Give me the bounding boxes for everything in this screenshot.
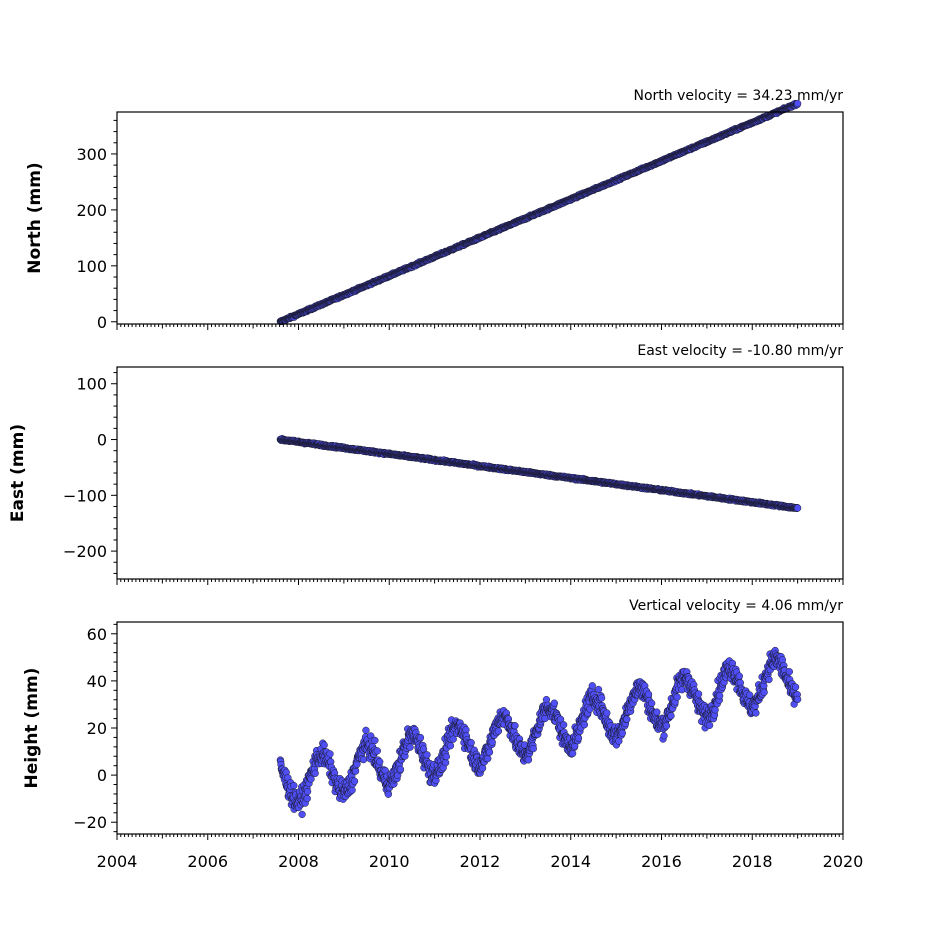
data-point: [793, 695, 802, 704]
y-tick-label: −20: [73, 813, 107, 832]
data-point: [785, 668, 793, 676]
data-point: [298, 810, 306, 819]
data-point: [348, 786, 356, 794]
data-point: [791, 683, 800, 691]
y-tick-label: 0: [97, 313, 107, 332]
height-panel-ylabel: Height (mm): [22, 668, 42, 789]
north-panel-ylabel: North (mm): [25, 162, 45, 273]
y-tick-label: 200: [76, 201, 107, 220]
data-point: [485, 748, 494, 756]
data-point: [648, 699, 656, 707]
data-point: [320, 741, 328, 749]
data-point: [484, 754, 492, 763]
y-tick-label: 300: [76, 145, 107, 164]
data-point: [588, 682, 596, 690]
data-point: [529, 745, 537, 753]
data-point: [303, 787, 312, 796]
data-point: [765, 675, 773, 684]
scatter-points: [276, 646, 802, 819]
data-point: [594, 685, 603, 694]
data-point: [478, 764, 487, 772]
data-point: [715, 692, 724, 700]
data-point: [441, 758, 450, 767]
y-tick-label: 40: [87, 672, 107, 691]
data-point: [371, 736, 379, 745]
data-point: [406, 743, 414, 751]
data-point: [603, 709, 611, 717]
data-point: [290, 781, 298, 790]
east-panel-ylabel: East (mm): [8, 424, 28, 522]
north-panel: North velocity = 34.23 mm/yr North (mm) …: [25, 88, 844, 332]
scatter-points: [276, 99, 802, 326]
data-point: [752, 709, 760, 717]
data-point: [359, 755, 368, 764]
data-point: [673, 693, 681, 701]
scatter-points: [276, 434, 802, 513]
data-point: [511, 722, 519, 730]
height-panel: Vertical velocity = 4.06 mm/yr Height (m…: [22, 598, 863, 871]
data-point: [574, 734, 583, 742]
north-panel-title: North velocity = 34.23 mm/yr: [633, 88, 843, 104]
east-panel-title: East velocity = -10.80 mm/yr: [637, 343, 843, 359]
data-point: [653, 708, 661, 716]
data-point: [550, 699, 558, 707]
y-tick-label: −100: [63, 486, 107, 505]
data-point: [705, 721, 714, 729]
data-point: [667, 712, 675, 720]
data-point: [793, 99, 802, 108]
axis-frame: [116, 621, 844, 835]
data-point: [423, 751, 431, 759]
height-panel-title: Vertical velocity = 4.06 mm/yr: [629, 598, 843, 614]
data-point: [396, 765, 405, 773]
data-point: [662, 722, 671, 730]
data-point: [376, 758, 384, 766]
data-point: [467, 739, 475, 747]
data-point: [568, 749, 577, 758]
data-point: [623, 715, 631, 723]
y-tick-label: 0: [97, 766, 107, 785]
data-point: [303, 794, 311, 803]
data-point: [760, 688, 768, 696]
axis-frame: [116, 111, 844, 325]
y-tick-label: 0: [97, 431, 107, 450]
y-tick-label: 20: [87, 719, 107, 738]
data-point: [694, 690, 703, 698]
axis-frame: [116, 366, 844, 580]
data-point: [735, 672, 743, 680]
data-point: [597, 694, 606, 702]
y-tick-label: −200: [63, 542, 107, 561]
data-point: [793, 504, 802, 512]
y-tick-label: 100: [76, 375, 107, 394]
data-point: [711, 706, 719, 714]
data-point: [416, 733, 425, 742]
data-point: [362, 726, 370, 734]
data-point: [660, 732, 668, 740]
data-point: [462, 726, 470, 734]
data-point: [326, 750, 334, 758]
data-point: [446, 742, 455, 750]
data-point: [618, 729, 626, 737]
y-tick-label: 100: [76, 257, 107, 276]
data-point: [580, 721, 589, 729]
data-point: [644, 690, 653, 698]
data-point: [494, 727, 503, 735]
data-point: [311, 769, 319, 777]
east-panel: East velocity = -10.80 mm/yr East (mm) −…: [8, 343, 844, 585]
data-point: [488, 738, 496, 746]
data-point: [350, 777, 359, 785]
data-point: [373, 747, 381, 755]
data-point: [442, 752, 450, 761]
data-point: [524, 756, 533, 764]
y-tick-label: 60: [87, 625, 107, 644]
data-point: [384, 790, 393, 798]
data-point: [560, 721, 568, 729]
